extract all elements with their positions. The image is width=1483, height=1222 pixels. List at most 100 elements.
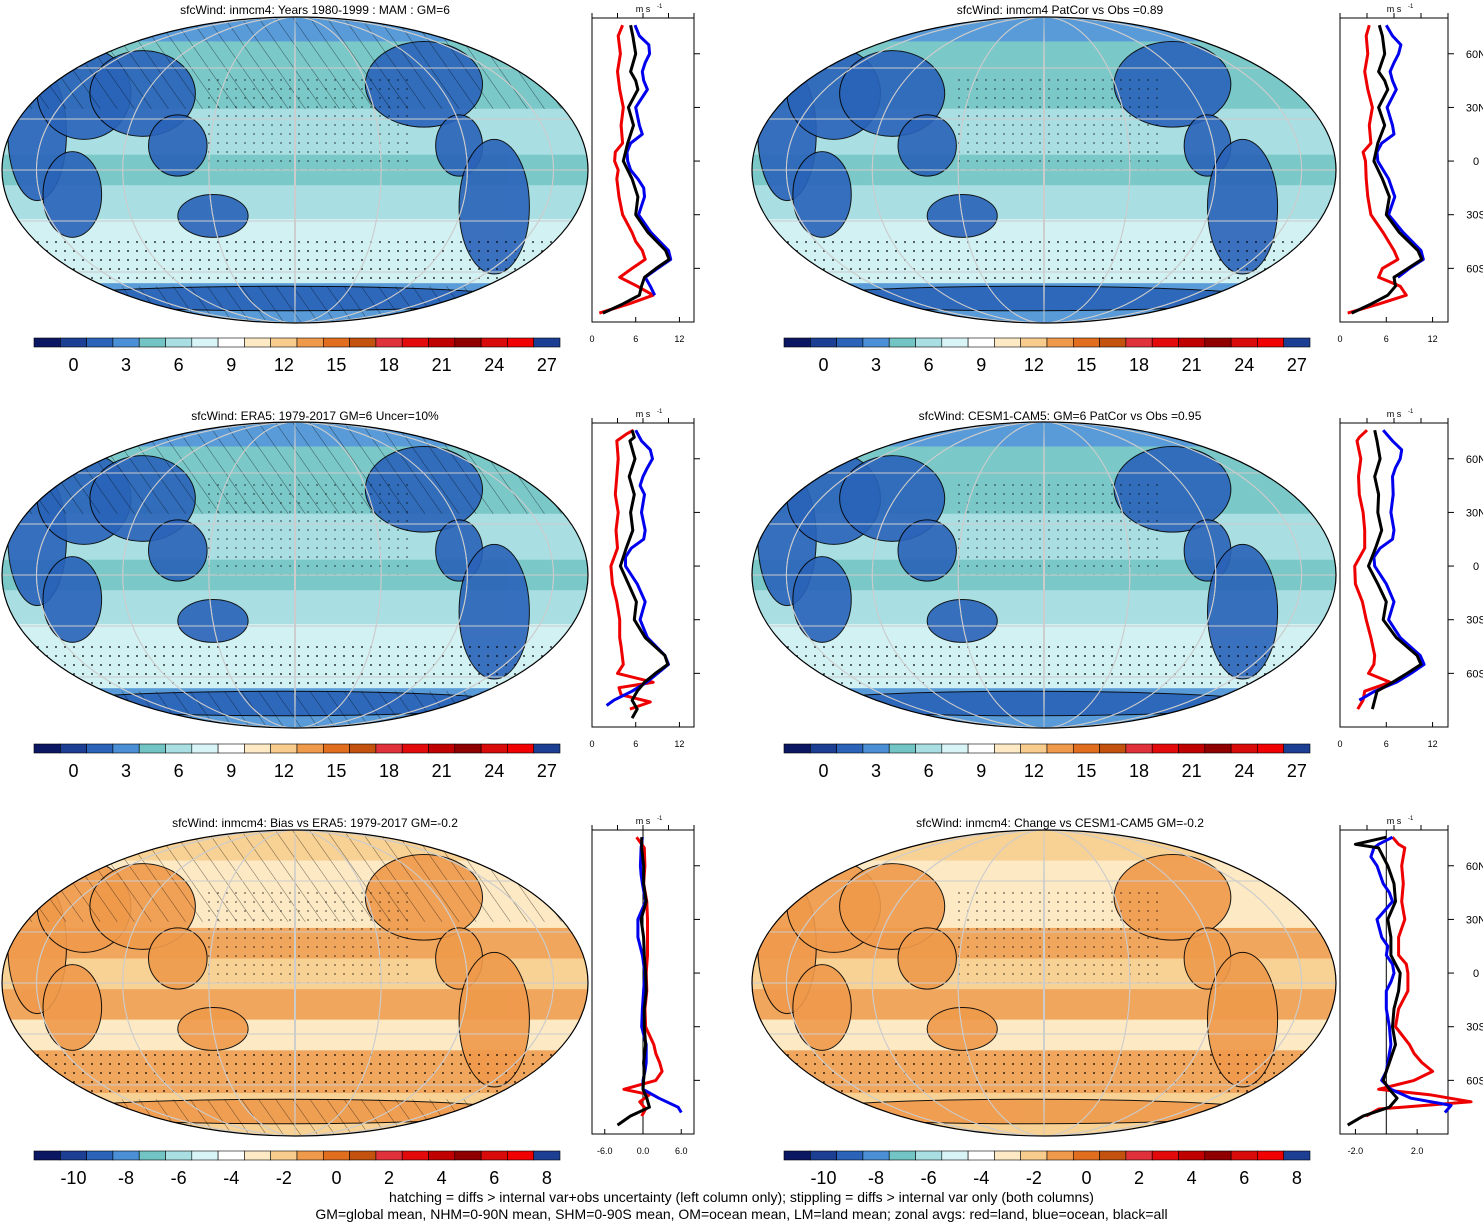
colorbar-box — [401, 337, 429, 348]
colorbar-box — [888, 743, 916, 754]
colorbar-label: 6 — [489, 1168, 499, 1188]
map-panel-2 — [751, 16, 1337, 324]
colorbar-label: -10 — [810, 1168, 836, 1188]
zonal-lat-label: 60S — [1466, 263, 1483, 275]
colorbar-box — [994, 1150, 1021, 1161]
zonal-lat-label: 30N — [1466, 507, 1483, 519]
continent — [148, 927, 208, 990]
colorbar-box — [296, 743, 324, 754]
zonal-lat-label: 30S — [1466, 615, 1483, 627]
graticule-lon — [785, 17, 1303, 323]
colorbar-box — [86, 1150, 114, 1161]
zonal-frame — [591, 17, 695, 323]
zonal-lat-label: 0 — [1473, 561, 1479, 573]
colorbar-box — [1125, 743, 1153, 754]
colorbar-box — [862, 337, 890, 348]
colorbar-panel-4: 036912151821242730 — [783, 743, 1311, 781]
colorbar-box — [138, 1150, 166, 1161]
zonal-lat-label: 60S — [1466, 1075, 1483, 1087]
colorbar-box — [1204, 743, 1232, 754]
colorbar-label: 18 — [1129, 355, 1149, 375]
colorbar-box — [112, 1150, 140, 1161]
colorbar-box — [783, 743, 811, 754]
graticule-lon — [1043, 17, 1045, 323]
colorbar-box — [1020, 1150, 1048, 1161]
colorbar-box — [862, 1150, 890, 1161]
colorbar-box — [1099, 1150, 1127, 1161]
colorbar-box — [480, 743, 508, 754]
zonal-x-label: -6.0 — [597, 1146, 613, 1156]
colorbar-box — [1230, 337, 1258, 348]
colorbar-box — [33, 743, 61, 754]
colorbar-box — [59, 1150, 87, 1161]
colorbar-box — [1125, 1150, 1153, 1161]
colorbar-box — [941, 1150, 969, 1161]
colorbar-box — [1020, 743, 1048, 754]
colorbar-label: 18 — [379, 761, 399, 781]
zonal-x-label: 0 — [1337, 334, 1342, 344]
colorbar-box — [1046, 1150, 1074, 1161]
zonal-series-ocean — [1369, 835, 1453, 1114]
zonal-x-label: 0 — [589, 739, 594, 749]
colorbar-label: 3 — [871, 761, 881, 781]
colorbar-box — [1151, 1150, 1179, 1161]
colorbar-box — [1046, 337, 1074, 348]
zonal-lat-label: 60N — [1466, 861, 1483, 873]
colorbar-label: 9 — [976, 355, 986, 375]
zonal-series-ocean — [1358, 429, 1426, 702]
colorbar-panel-6: -10-8-6-4-20246810 — [783, 1150, 1311, 1188]
colorbar-box — [1230, 743, 1258, 754]
map-panel-1 — [1, 16, 589, 324]
panel-title-3: sfcWind: ERA5: 1979-2017 GM=6 Uncer=10% — [191, 409, 439, 423]
zonal-series-land — [1365, 836, 1473, 1118]
colorbar-panel-3: 036912151821242730 — [33, 743, 561, 781]
colorbar-box — [375, 743, 403, 754]
colorbar-box — [296, 1150, 324, 1161]
zonal-lat-label: 60S — [1466, 668, 1483, 680]
zonal-frame — [591, 422, 695, 728]
continent — [148, 114, 208, 177]
colorbar-label: 0 — [1081, 1168, 1091, 1188]
zonal-series-all — [616, 837, 651, 1127]
colorbar-box — [270, 1150, 298, 1161]
colorbar-label: 4 — [437, 1168, 447, 1188]
colorbar-label: -2 — [1026, 1168, 1042, 1188]
zonal-series-all — [1346, 835, 1402, 1127]
zonal-unit-label: m s — [1387, 4, 1402, 14]
graticule-lon — [1043, 422, 1045, 728]
colorbar-box — [296, 337, 324, 348]
colorbar-label: 9 — [226, 761, 236, 781]
colorbar-box — [507, 337, 534, 348]
colorbar-label: 6 — [924, 355, 934, 375]
colorbar-label: -10 — [60, 1168, 86, 1188]
colorbar-label: 21 — [432, 761, 452, 781]
colorbar-box — [1178, 743, 1206, 754]
colorbar-box — [783, 337, 811, 348]
colorbar-box — [783, 1150, 811, 1161]
map-panel-6 — [751, 829, 1337, 1137]
graticule-lon — [785, 830, 1303, 1136]
colorbar-box — [1072, 1150, 1100, 1161]
colorbar-label: 18 — [379, 355, 399, 375]
zonal-unit-label: m s — [1387, 409, 1402, 419]
colorbar-box — [401, 743, 429, 754]
zonal-x-label: 12 — [674, 739, 684, 749]
panel-title-6: sfcWind: inmcm4: Change vs CESM1-CAM5 GM… — [916, 816, 1204, 830]
map-panel-3 — [1, 421, 589, 729]
colorbar-box — [1151, 743, 1179, 754]
zonal-lat-label: 30N — [1466, 102, 1483, 114]
continent — [148, 519, 208, 582]
hatching — [2, 286, 588, 323]
colorbar-box — [1204, 337, 1232, 348]
colorbar-box — [1099, 337, 1127, 348]
stippling — [2, 1050, 588, 1094]
zonal-lat-label: 30S — [1466, 1022, 1483, 1034]
colorbar-box — [507, 1150, 534, 1161]
map-outline — [1, 421, 589, 729]
continent — [798, 1098, 1267, 1125]
zonal-x-label: 6 — [1384, 334, 1389, 344]
colorbar-box — [941, 743, 969, 754]
colorbar-label: 15 — [326, 761, 346, 781]
